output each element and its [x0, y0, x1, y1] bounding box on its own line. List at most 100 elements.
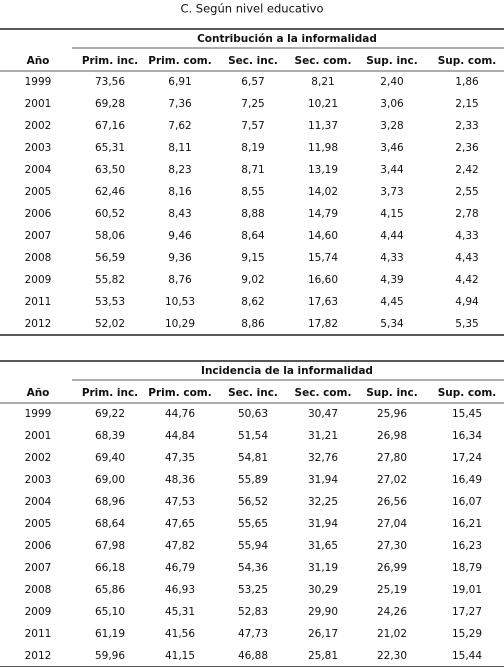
cell-value: 68,64	[95, 518, 125, 530]
cell-value: 31,21	[308, 430, 338, 442]
cell-value: 15,74	[308, 252, 338, 264]
cell-value: 41,56	[165, 628, 195, 640]
cell-value: 65,86	[95, 584, 125, 596]
cell-value: 46,88	[238, 650, 268, 662]
cell-value: 31,65	[308, 540, 338, 552]
cell-value: 10,53	[165, 296, 195, 308]
cell-value: 31,94	[308, 518, 338, 530]
cell-value: 31,19	[308, 562, 338, 574]
cell-value: 8,19	[241, 142, 264, 154]
cell-value: 65,10	[95, 606, 125, 618]
cell-value: 47,65	[165, 518, 195, 530]
cell-value: 51,54	[238, 430, 268, 442]
column-header: Sup. inc.	[366, 55, 418, 67]
cell-value: 53,25	[238, 584, 268, 596]
cell-value: 2,36	[455, 142, 479, 154]
cell-value: 32,25	[308, 496, 338, 508]
cell-value: 31,94	[308, 474, 338, 486]
cell-value: 8,88	[241, 208, 264, 220]
cell-value: 16,07	[452, 496, 482, 508]
row-year: 2006	[25, 208, 52, 220]
cell-value: 24,26	[377, 606, 407, 618]
cell-value: 9,36	[168, 252, 192, 264]
cell-value: 30,47	[308, 408, 338, 420]
cell-value: 32,76	[308, 452, 338, 464]
column-header: Sec. com.	[295, 55, 352, 67]
row-year: 1999	[25, 76, 52, 88]
cell-value: 46,79	[165, 562, 195, 574]
column-header: Sup. inc.	[366, 387, 418, 399]
cell-value: 4,33	[455, 230, 478, 242]
cell-value: 41,15	[165, 650, 195, 662]
cell-value: 26,17	[308, 628, 338, 640]
cell-value: 16,60	[308, 274, 338, 286]
cell-value: 47,35	[165, 452, 195, 464]
row-year: 2003	[25, 142, 52, 154]
cell-value: 4,39	[380, 274, 403, 286]
cell-value: 65,31	[95, 142, 125, 154]
cell-value: 9,15	[241, 252, 264, 264]
cell-value: 67,98	[95, 540, 125, 552]
cell-value: 2,40	[380, 76, 403, 88]
cell-value: 10,29	[165, 318, 195, 330]
column-header: Año	[27, 55, 50, 67]
cell-value: 3,44	[380, 164, 404, 176]
cell-value: 58,06	[95, 230, 125, 242]
cell-value: 3,46	[380, 142, 404, 154]
cell-value: 17,63	[308, 296, 338, 308]
cell-value: 17,27	[452, 606, 482, 618]
page-title: C. Según nivel educativo	[180, 2, 323, 16]
cell-value: 5,34	[380, 318, 404, 330]
row-year: 2003	[25, 474, 52, 486]
row-year: 2004	[25, 496, 52, 508]
cell-value: 47,82	[165, 540, 195, 552]
cell-value: 8,11	[168, 142, 191, 154]
row-year: 2004	[25, 164, 52, 176]
cell-value: 8,86	[241, 318, 265, 330]
cell-value: 55,94	[238, 540, 268, 552]
cell-value: 55,82	[95, 274, 125, 286]
column-header: Prim. inc.	[82, 55, 138, 67]
row-year: 2001	[25, 98, 52, 110]
cell-value: 11,37	[308, 120, 338, 132]
cell-value: 61,19	[95, 628, 125, 640]
cell-value: 50,63	[238, 408, 268, 420]
column-header: Sec. com.	[295, 387, 352, 399]
column-header: Prim. com.	[148, 55, 211, 67]
row-year: 2012	[25, 318, 52, 330]
cell-value: 63,50	[95, 164, 125, 176]
table-caption: Contribución a la informalidad	[197, 33, 377, 45]
cell-value: 7,57	[241, 120, 264, 132]
row-year: 2005	[25, 518, 52, 530]
cell-value: 7,36	[168, 98, 192, 110]
cell-value: 4,45	[380, 296, 403, 308]
row-year: 2012	[25, 650, 52, 662]
cell-value: 69,00	[95, 474, 125, 486]
cell-value: 8,71	[241, 164, 264, 176]
cell-value: 8,43	[168, 208, 191, 220]
cell-value: 56,52	[238, 496, 268, 508]
cell-value: 15,29	[452, 628, 482, 640]
cell-value: 69,40	[95, 452, 125, 464]
cell-value: 14,60	[308, 230, 338, 242]
cell-value: 44,84	[165, 430, 195, 442]
cell-value: 15,44	[452, 650, 482, 662]
column-header: Prim. inc.	[82, 387, 138, 399]
cell-value: 3,06	[380, 98, 404, 110]
cell-value: 47,73	[238, 628, 268, 640]
cell-value: 27,80	[377, 452, 407, 464]
cell-value: 16,21	[452, 518, 482, 530]
cell-value: 4,43	[455, 252, 478, 264]
cell-value: 18,79	[452, 562, 482, 574]
cell-value: 10,21	[308, 98, 338, 110]
cell-value: 21,02	[377, 628, 407, 640]
column-header: Sec. inc.	[228, 387, 278, 399]
cell-value: 27,30	[377, 540, 407, 552]
cell-value: 67,16	[95, 120, 125, 132]
cell-value: 2,42	[455, 164, 478, 176]
row-year: 2006	[25, 540, 52, 552]
cell-value: 5,35	[455, 318, 478, 330]
cell-value: 4,42	[455, 274, 478, 286]
cell-value: 9,02	[241, 274, 264, 286]
